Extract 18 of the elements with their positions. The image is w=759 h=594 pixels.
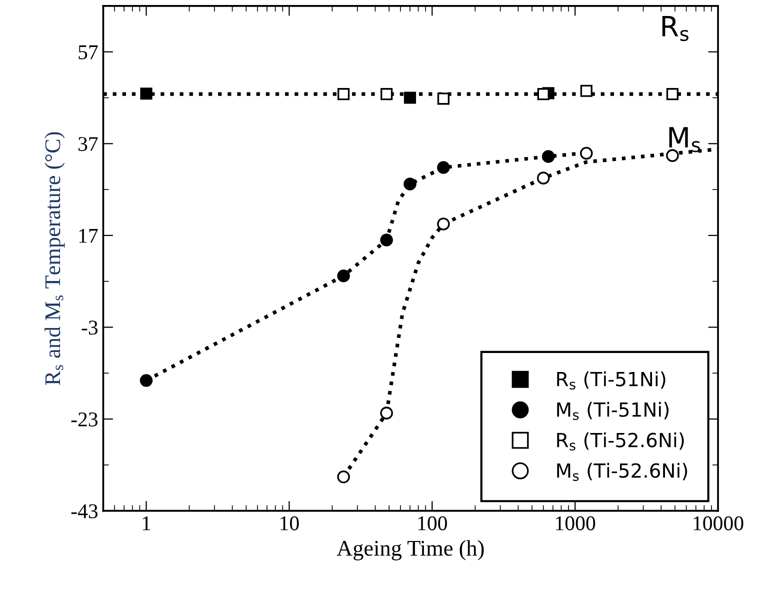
annotation: R$_{s}$ [662, 16, 688, 42]
y-axis-title: R$_{s}$ and M$_{s}$ Temperature (°C) [44, 132, 65, 385]
x-tick-label: 1000 [556, 516, 596, 530]
y-tick-label: -43 [71, 504, 98, 518]
x-tick-label: 1 [142, 516, 150, 530]
legend-label: M$_{s}$ (Ti-52.6Ni) [557, 462, 688, 482]
y-tick-label: 17 [79, 228, 98, 243]
legend-label: R$_{s}$ (Ti-51Ni) [557, 371, 666, 390]
legend-label: R$_{s}$ (Ti-52.6Ni) [557, 432, 684, 451]
y-tick-label: 37 [78, 137, 98, 152]
x-tick-label: 10000 [694, 516, 744, 530]
legend-label: M$_{s}$ (Ti-51Ni) [557, 402, 669, 420]
y-tick-label: -23 [71, 412, 98, 426]
x-tick-label: 100 [418, 516, 447, 530]
x-tick-label: 10 [280, 516, 299, 530]
y-tick-label: -3 [82, 320, 98, 335]
x-axis-title: Ageing Time (h) [336, 540, 484, 560]
y-tick-label: 57 [78, 45, 98, 60]
